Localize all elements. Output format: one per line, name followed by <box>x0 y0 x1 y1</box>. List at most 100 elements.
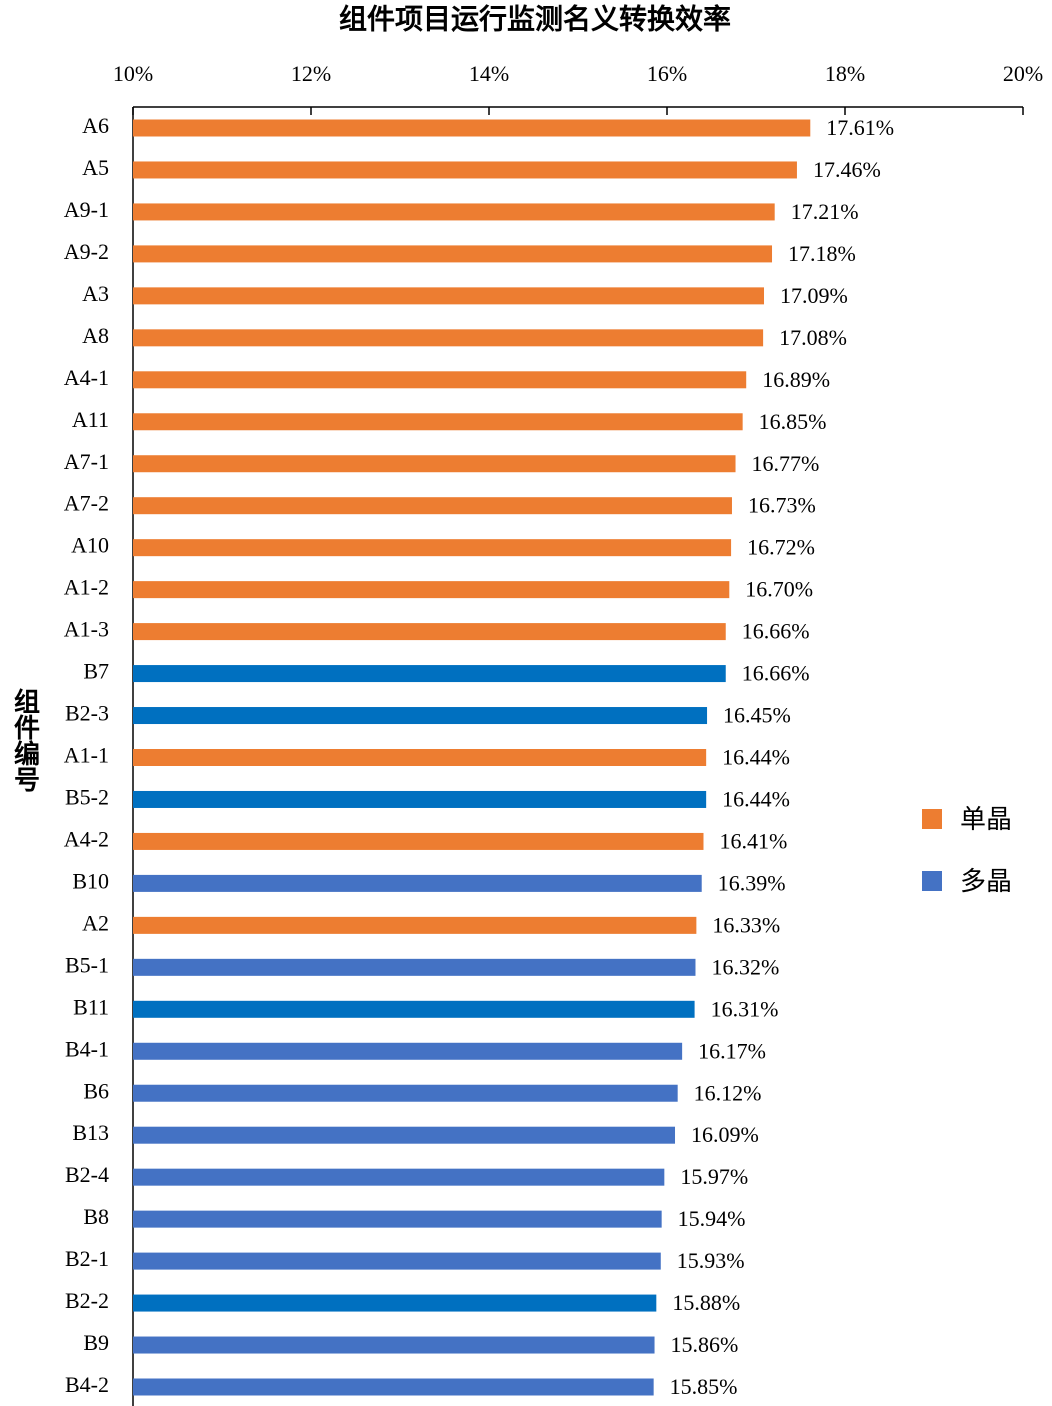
bar <box>133 161 797 179</box>
data-label: 16.45% <box>723 703 791 728</box>
bar <box>133 1336 655 1354</box>
y-tick-label: B9 <box>83 1330 109 1355</box>
data-label: 17.61% <box>826 115 894 140</box>
chart-title: 组件项目运行监测名义转换效率 <box>339 2 731 35</box>
y-tick-label: B11 <box>73 994 109 1019</box>
y-tick-label: B4-2 <box>65 1372 109 1397</box>
bar <box>133 958 696 976</box>
y-tick-label: B2-2 <box>65 1288 109 1313</box>
bar <box>133 581 730 599</box>
data-label: 16.89% <box>762 367 830 392</box>
data-label: 16.66% <box>742 661 810 686</box>
bar <box>133 1042 683 1060</box>
y-tick-label: A11 <box>72 407 109 432</box>
bar <box>133 413 743 431</box>
bar <box>133 665 726 683</box>
data-label: 16.77% <box>752 451 820 476</box>
y-tick-label: B5-2 <box>65 785 109 810</box>
y-tick-label: A4-2 <box>64 826 109 851</box>
y-tick-label: A3 <box>82 281 109 306</box>
bar <box>133 790 707 808</box>
bar <box>133 1294 657 1312</box>
y-tick-label: B4-1 <box>65 1036 109 1061</box>
y-tick-label: A1-1 <box>64 743 109 768</box>
data-label: 16.12% <box>694 1080 762 1105</box>
data-label: 17.46% <box>813 157 881 182</box>
data-label: 15.97% <box>680 1164 748 1189</box>
legend-label: 单晶 <box>960 805 1012 834</box>
legend-swatch <box>922 809 942 829</box>
data-label: 15.94% <box>678 1206 746 1231</box>
bar <box>133 329 764 347</box>
bar <box>133 203 775 221</box>
data-label: 16.70% <box>745 577 813 602</box>
x-tick-label: 14% <box>469 61 509 86</box>
y-tick-label: A5 <box>82 155 109 180</box>
data-label: 16.32% <box>711 954 779 979</box>
data-label: 16.85% <box>759 409 827 434</box>
y-tick-label: A1-2 <box>64 575 109 600</box>
bar <box>133 874 702 892</box>
x-tick-label: 16% <box>647 61 687 86</box>
x-tick-label: 12% <box>291 61 331 86</box>
bar <box>133 832 704 850</box>
bar <box>133 455 736 473</box>
y-tick-label: B10 <box>72 868 109 893</box>
data-label: 16.44% <box>722 787 790 812</box>
data-label: 15.93% <box>677 1248 745 1273</box>
data-label: 16.31% <box>711 996 779 1021</box>
y-tick-label: B6 <box>83 1078 109 1103</box>
y-tick-label: A10 <box>71 533 109 558</box>
y-tick-label: A6 <box>82 113 109 138</box>
bar <box>133 1210 662 1228</box>
data-label: 15.88% <box>672 1290 740 1315</box>
y-tick-label: B2-1 <box>65 1246 109 1271</box>
bar <box>133 1252 661 1270</box>
y-tick-label: B8 <box>83 1204 109 1229</box>
y-tick-label: A8 <box>82 323 109 348</box>
x-tick-label: 10% <box>113 61 153 86</box>
bar <box>133 539 732 557</box>
bar <box>133 623 726 641</box>
data-label: 17.18% <box>788 241 856 266</box>
data-label: 16.66% <box>742 619 810 644</box>
bar <box>133 1084 678 1102</box>
y-tick-label: B7 <box>83 659 109 684</box>
bar <box>133 245 773 263</box>
y-tick-label: A9-1 <box>64 197 109 222</box>
y-tick-label: B5-1 <box>65 952 109 977</box>
legend-label: 多晶 <box>960 867 1012 896</box>
x-tick-label: 20% <box>1003 61 1043 86</box>
y-axis-label: 组件编号 <box>11 687 40 792</box>
y-tick-label: A7-1 <box>64 449 109 474</box>
bar <box>133 916 697 934</box>
y-tick-label: A4-1 <box>64 365 109 390</box>
data-label: 16.33% <box>712 912 780 937</box>
y-tick-label: B2-3 <box>65 701 109 726</box>
bar <box>133 287 765 305</box>
y-tick-label: B2-4 <box>65 1162 109 1187</box>
y-tick-label: A7-2 <box>64 491 109 516</box>
data-label: 15.85% <box>670 1374 738 1399</box>
bar <box>133 1168 665 1186</box>
data-label: 16.73% <box>748 493 816 518</box>
bar <box>133 119 811 137</box>
data-label: 16.39% <box>718 870 786 895</box>
data-label: 16.44% <box>722 745 790 770</box>
data-label: 16.72% <box>747 535 815 560</box>
data-label: 17.21% <box>791 199 859 224</box>
y-tick-label: B13 <box>72 1120 109 1145</box>
data-label: 16.17% <box>698 1038 766 1063</box>
bar <box>133 371 747 389</box>
data-label: 17.09% <box>780 283 848 308</box>
y-tick-label: A1-3 <box>64 617 109 642</box>
bar <box>133 1000 695 1018</box>
bar <box>133 1378 654 1396</box>
x-tick-label: 18% <box>825 61 865 86</box>
bar <box>133 497 732 515</box>
y-tick-label: A9-2 <box>64 239 109 264</box>
data-label: 16.41% <box>719 828 787 853</box>
legend-swatch <box>922 871 942 891</box>
y-tick-label: A2 <box>82 910 109 935</box>
